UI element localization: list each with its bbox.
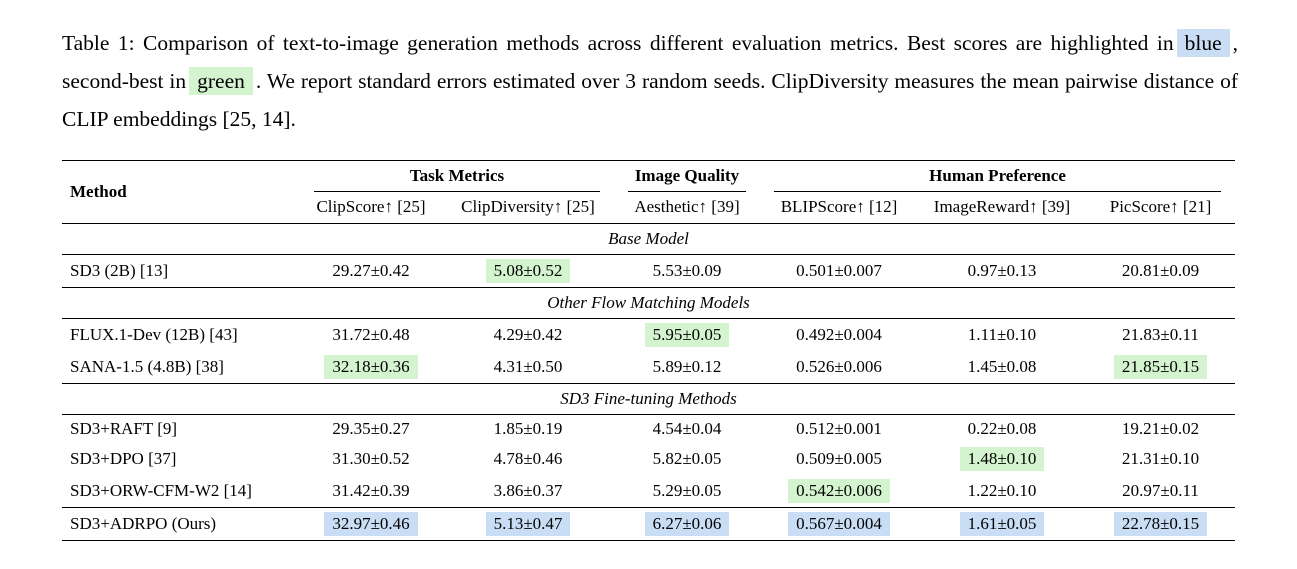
metric-cell: 4.31±0.50 bbox=[442, 351, 614, 384]
metric-cell: 0.542±0.006 bbox=[760, 475, 918, 508]
metric-cell: 1.61±0.05 bbox=[918, 508, 1086, 541]
table-row: SD3+RAFT [9] 29.35±0.27 1.85±0.19 4.54±0… bbox=[62, 415, 1235, 444]
caption-green-highlight: green bbox=[189, 67, 253, 95]
method-cell: SD3 (2B) [13] bbox=[62, 254, 300, 288]
metric-cell: 0.22±0.08 bbox=[967, 419, 1037, 438]
metric-cell: 5.95±0.05 bbox=[614, 319, 760, 352]
metric-cell: 4.29±0.42 bbox=[493, 325, 563, 344]
metric-cell: 4.78±0.46 bbox=[493, 449, 563, 468]
group-human-preference: Human Preference bbox=[760, 161, 1235, 192]
caption-text-3: . We report standard errors estimated ov… bbox=[62, 69, 1238, 131]
metric-cell: 1.45±0.08 bbox=[918, 351, 1086, 384]
metric-cell: 31.30±0.52 bbox=[332, 449, 410, 468]
metric-cell: 5.82±0.05 bbox=[652, 449, 722, 468]
section-row-other-flow-matching: Other Flow Matching Models bbox=[62, 287, 1236, 319]
method-cell: SANA-1.5 (4.8B) [38] bbox=[62, 351, 300, 384]
table-row: FLUX.1-Dev (12B) [43] 31.72±0.48 4.29±0.… bbox=[62, 319, 1235, 352]
group-task-metrics-label: Task Metrics bbox=[314, 166, 600, 192]
metric-cell: 5.08±0.52 bbox=[442, 254, 614, 288]
col-header-blipscore: BLIPScore↑ [12] bbox=[760, 192, 918, 224]
col-header-clipscore: ClipScore↑ [25] bbox=[300, 192, 442, 224]
metric-cell: 0.97±0.13 bbox=[918, 254, 1086, 288]
metric-cell: 19.21±0.02 bbox=[1121, 419, 1200, 438]
caption-blue-highlight: blue bbox=[1176, 29, 1230, 57]
metric-cell: 0.567±0.004 bbox=[760, 508, 918, 541]
table-row: SD3+ORW-CFM-W2 [14] 31.42±0.39 3.86±0.37… bbox=[62, 475, 1236, 508]
metric-cell: 0.512±0.001 bbox=[796, 419, 882, 438]
metric-cell: 0.526±0.006 bbox=[760, 351, 918, 384]
metric-cell: 5.53±0.09 bbox=[614, 254, 760, 288]
metric-cell: 29.35±0.27 bbox=[332, 419, 410, 438]
group-human-preference-label: Human Preference bbox=[774, 166, 1222, 192]
metric-cell: 0.492±0.004 bbox=[796, 325, 882, 344]
column-header-row: ClipScore↑ [25] ClipDiversity↑ [25] Aest… bbox=[62, 192, 1236, 224]
col-header-aesthetic: Aesthetic↑ [39] bbox=[614, 192, 760, 224]
group-header-row: Method Task Metrics Image Quality Human … bbox=[62, 160, 1235, 224]
col-header-picscore: PicScore↑ [21] bbox=[1086, 192, 1236, 224]
metric-cell: 21.85±0.15 bbox=[1086, 351, 1236, 384]
table-row-ours: SD3+ADRPO (Ours) 32.97±0.46 5.13±0.47 6.… bbox=[62, 508, 1235, 541]
table-row: SD3+DPO [37] 31.30±0.52 4.78±0.46 5.82±0… bbox=[62, 443, 1235, 475]
metric-cell: 1.48±0.10 bbox=[918, 443, 1086, 475]
method-cell: SD3+ADRPO (Ours) bbox=[70, 514, 217, 533]
metric-cell: 1.22±0.10 bbox=[918, 475, 1086, 508]
metric-cell: 1.85±0.19 bbox=[493, 419, 563, 438]
metric-cell: 22.78±0.15 bbox=[1086, 508, 1235, 541]
group-image-quality: Image Quality bbox=[614, 161, 760, 192]
metric-cell: 32.18±0.36 bbox=[300, 351, 442, 384]
metric-cell: 20.81±0.09 bbox=[1086, 254, 1236, 288]
method-cell: SD3+RAFT [9] bbox=[70, 419, 178, 438]
metric-cell: 5.13±0.47 bbox=[442, 508, 614, 541]
col-header-clipdiversity: ClipDiversity↑ [25] bbox=[442, 192, 614, 224]
group-task-metrics: Task Metrics bbox=[300, 161, 614, 192]
col-header-imagereward: ImageReward↑ [39] bbox=[918, 192, 1086, 224]
metric-cell: 5.89±0.12 bbox=[614, 351, 760, 384]
table-row: SD3 (2B) [13] 29.27±0.42 5.08±0.52 5.53±… bbox=[62, 254, 1236, 288]
section-title: Other Flow Matching Models bbox=[62, 287, 1236, 319]
metric-cell: 21.31±0.10 bbox=[1121, 449, 1200, 468]
metric-cell: 31.42±0.39 bbox=[300, 475, 442, 508]
group-image-quality-label: Image Quality bbox=[628, 166, 746, 192]
method-cell: SD3+DPO [37] bbox=[70, 449, 177, 468]
metric-cell: 1.11±0.10 bbox=[967, 325, 1037, 344]
table-row: SANA-1.5 (4.8B) [38] 32.18±0.36 4.31±0.5… bbox=[62, 351, 1236, 384]
metric-cell: 3.86±0.37 bbox=[442, 475, 614, 508]
results-table: Method Task Metrics Image Quality Human … bbox=[62, 160, 1236, 541]
table-caption: Table 1: Comparison of text-to-image gen… bbox=[62, 24, 1238, 138]
metric-cell: 4.54±0.04 bbox=[652, 419, 722, 438]
metric-cell: 0.509±0.005 bbox=[796, 449, 882, 468]
method-column-header: Method bbox=[62, 160, 300, 224]
section-title: SD3 Fine-tuning Methods bbox=[62, 383, 1236, 415]
metric-cell: 31.72±0.48 bbox=[332, 325, 410, 344]
metric-cell: 6.27±0.06 bbox=[614, 508, 760, 541]
section-row-base-model: Base Model bbox=[62, 223, 1236, 255]
section-title: Base Model bbox=[62, 223, 1236, 255]
caption-text-2: , second-best in bbox=[62, 31, 1238, 93]
metric-cell: 20.97±0.11 bbox=[1086, 475, 1236, 508]
caption-text-1: Table 1: Comparison of text-to-image gen… bbox=[62, 31, 1174, 55]
metric-cell: 5.29±0.05 bbox=[614, 475, 760, 508]
method-cell: FLUX.1-Dev (12B) [43] bbox=[70, 325, 238, 344]
metric-cell: 21.83±0.11 bbox=[1122, 325, 1199, 344]
metric-cell: 29.27±0.42 bbox=[300, 254, 442, 288]
metric-cell: 32.97±0.46 bbox=[300, 508, 442, 541]
method-cell: SD3+ORW-CFM-W2 [14] bbox=[62, 475, 300, 508]
metric-cell: 0.501±0.007 bbox=[760, 254, 918, 288]
section-row-sd3-finetuning: SD3 Fine-tuning Methods bbox=[62, 383, 1236, 415]
